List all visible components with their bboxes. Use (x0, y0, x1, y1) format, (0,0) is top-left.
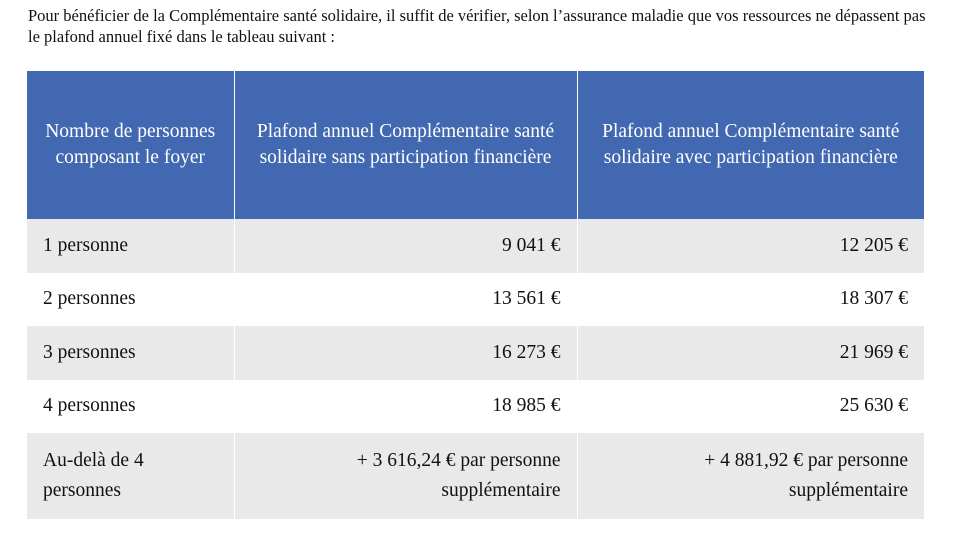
intro-paragraph: Pour bénéficier de la Complémentaire san… (28, 6, 926, 46)
household-size-cell: 1 personne (27, 219, 234, 273)
header-ceiling-without-participation: Plafond annuel Complémentaire santé soli… (233, 71, 577, 219)
household-size-cell: Au-delà de 4 personnes (27, 433, 234, 519)
ceiling-with-participation-cell: 21 969 € (576, 326, 924, 380)
household-size-cell: 3 personnes (27, 326, 234, 380)
ceiling-with-participation-cell: + 4 881,92 € par personne supplémentaire (576, 433, 924, 519)
header-household-size: Nombre de personnes composant le foyer (27, 71, 234, 219)
table-row: 3 personnes 16 273 € 21 969 € (27, 326, 924, 380)
ceiling-with-participation-cell: 18 307 € (576, 272, 924, 326)
ceiling-without-participation-cell: 13 561 € (233, 272, 577, 326)
table-row: 4 personnes 18 985 € 25 630 € (27, 379, 924, 433)
ceiling-without-participation-cell: 16 273 € (233, 326, 577, 380)
household-size-cell: 2 personnes (27, 272, 234, 326)
ceiling-without-participation-cell: + 3 616,24 € par personne supplémentaire (233, 433, 577, 519)
ceiling-without-participation-cell: 18 985 € (233, 379, 577, 433)
table-header-row: Nombre de personnes composant le foyer P… (27, 71, 924, 219)
household-size-cell: 4 personnes (27, 379, 234, 433)
ceiling-with-participation-cell: 12 205 € (576, 219, 924, 273)
plafond-table: Nombre de personnes composant le foyer P… (27, 71, 924, 519)
ceiling-with-participation-cell: 25 630 € (576, 379, 924, 433)
table-row: Au-delà de 4 personnes + 3 616,24 € par … (27, 433, 924, 519)
header-ceiling-with-participation: Plafond annuel Complémentaire santé soli… (576, 71, 924, 219)
table-row: 1 personne 9 041 € 12 205 € (27, 219, 924, 273)
table-row: 2 personnes 13 561 € 18 307 € (27, 272, 924, 326)
ceiling-without-participation-cell: 9 041 € (233, 219, 577, 273)
